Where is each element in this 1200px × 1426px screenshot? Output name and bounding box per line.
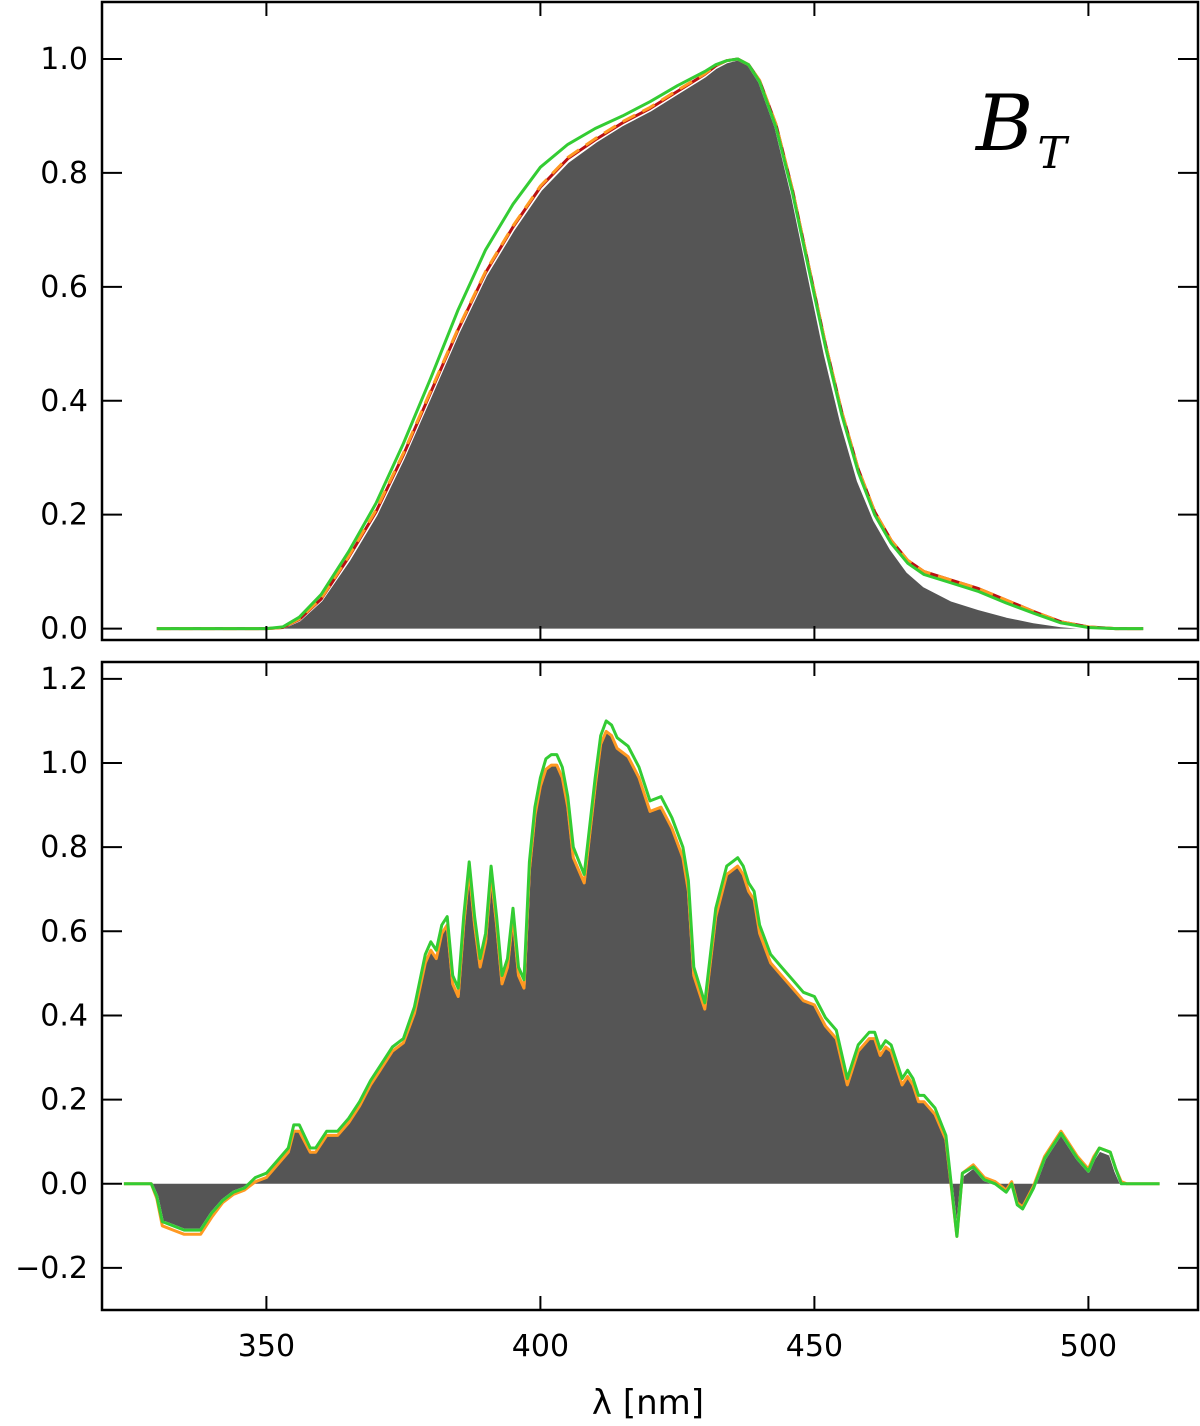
series-fill-area (156, 59, 1144, 629)
y-tick-label: 0.0 (40, 1167, 88, 1202)
y-tick-label: 0.2 (40, 1083, 88, 1118)
y-tick-label: 0.4 (40, 998, 88, 1033)
y-tick-label: 0.6 (40, 914, 88, 949)
plot-frame (100, 0, 1200, 642)
y-tick-label: 1.0 (40, 42, 88, 77)
plot-area (123, 719, 1160, 1238)
x-axis-label: λ [nm] (592, 1383, 704, 1423)
series-line-green (156, 57, 1144, 631)
y-tick-label: 0.8 (40, 830, 88, 865)
plot-area (156, 57, 1144, 631)
panel-label: BT (974, 79, 1070, 179)
plot-frame (100, 660, 1200, 1312)
bottom-panel: 350 400 450 500 −0.2 0.0 0.2 0.4 0.6 0.8 1.0 1.2 (15, 660, 1200, 1364)
top-panel: 0.0 0.2 0.4 0.6 0.8 1.0 (40, 0, 1200, 647)
y-tick-label: 1.0 (40, 746, 88, 781)
x-tick-label: 450 (786, 1329, 843, 1364)
x-tick-label: 500 (1060, 1329, 1117, 1364)
y-tick-label: 0.6 (40, 270, 88, 305)
panel-label-main: B (974, 79, 1033, 169)
y-tick-label: 0.0 (40, 612, 88, 647)
y-tick-label: 1.2 (40, 662, 88, 697)
series-fill-area (123, 729, 1160, 1235)
y-tick-label: 0.8 (40, 156, 88, 191)
y-tick-label: 0.2 (40, 498, 88, 533)
x-tick-label: 350 (238, 1329, 295, 1364)
y-tick-label: 0.4 (40, 384, 88, 419)
panel-label-sub: T (1037, 128, 1070, 179)
series-line-green (123, 719, 1160, 1238)
y-tick-label: −0.2 (15, 1251, 88, 1286)
series-line-orange (123, 729, 1160, 1238)
x-tick-label: 400 (512, 1329, 569, 1364)
